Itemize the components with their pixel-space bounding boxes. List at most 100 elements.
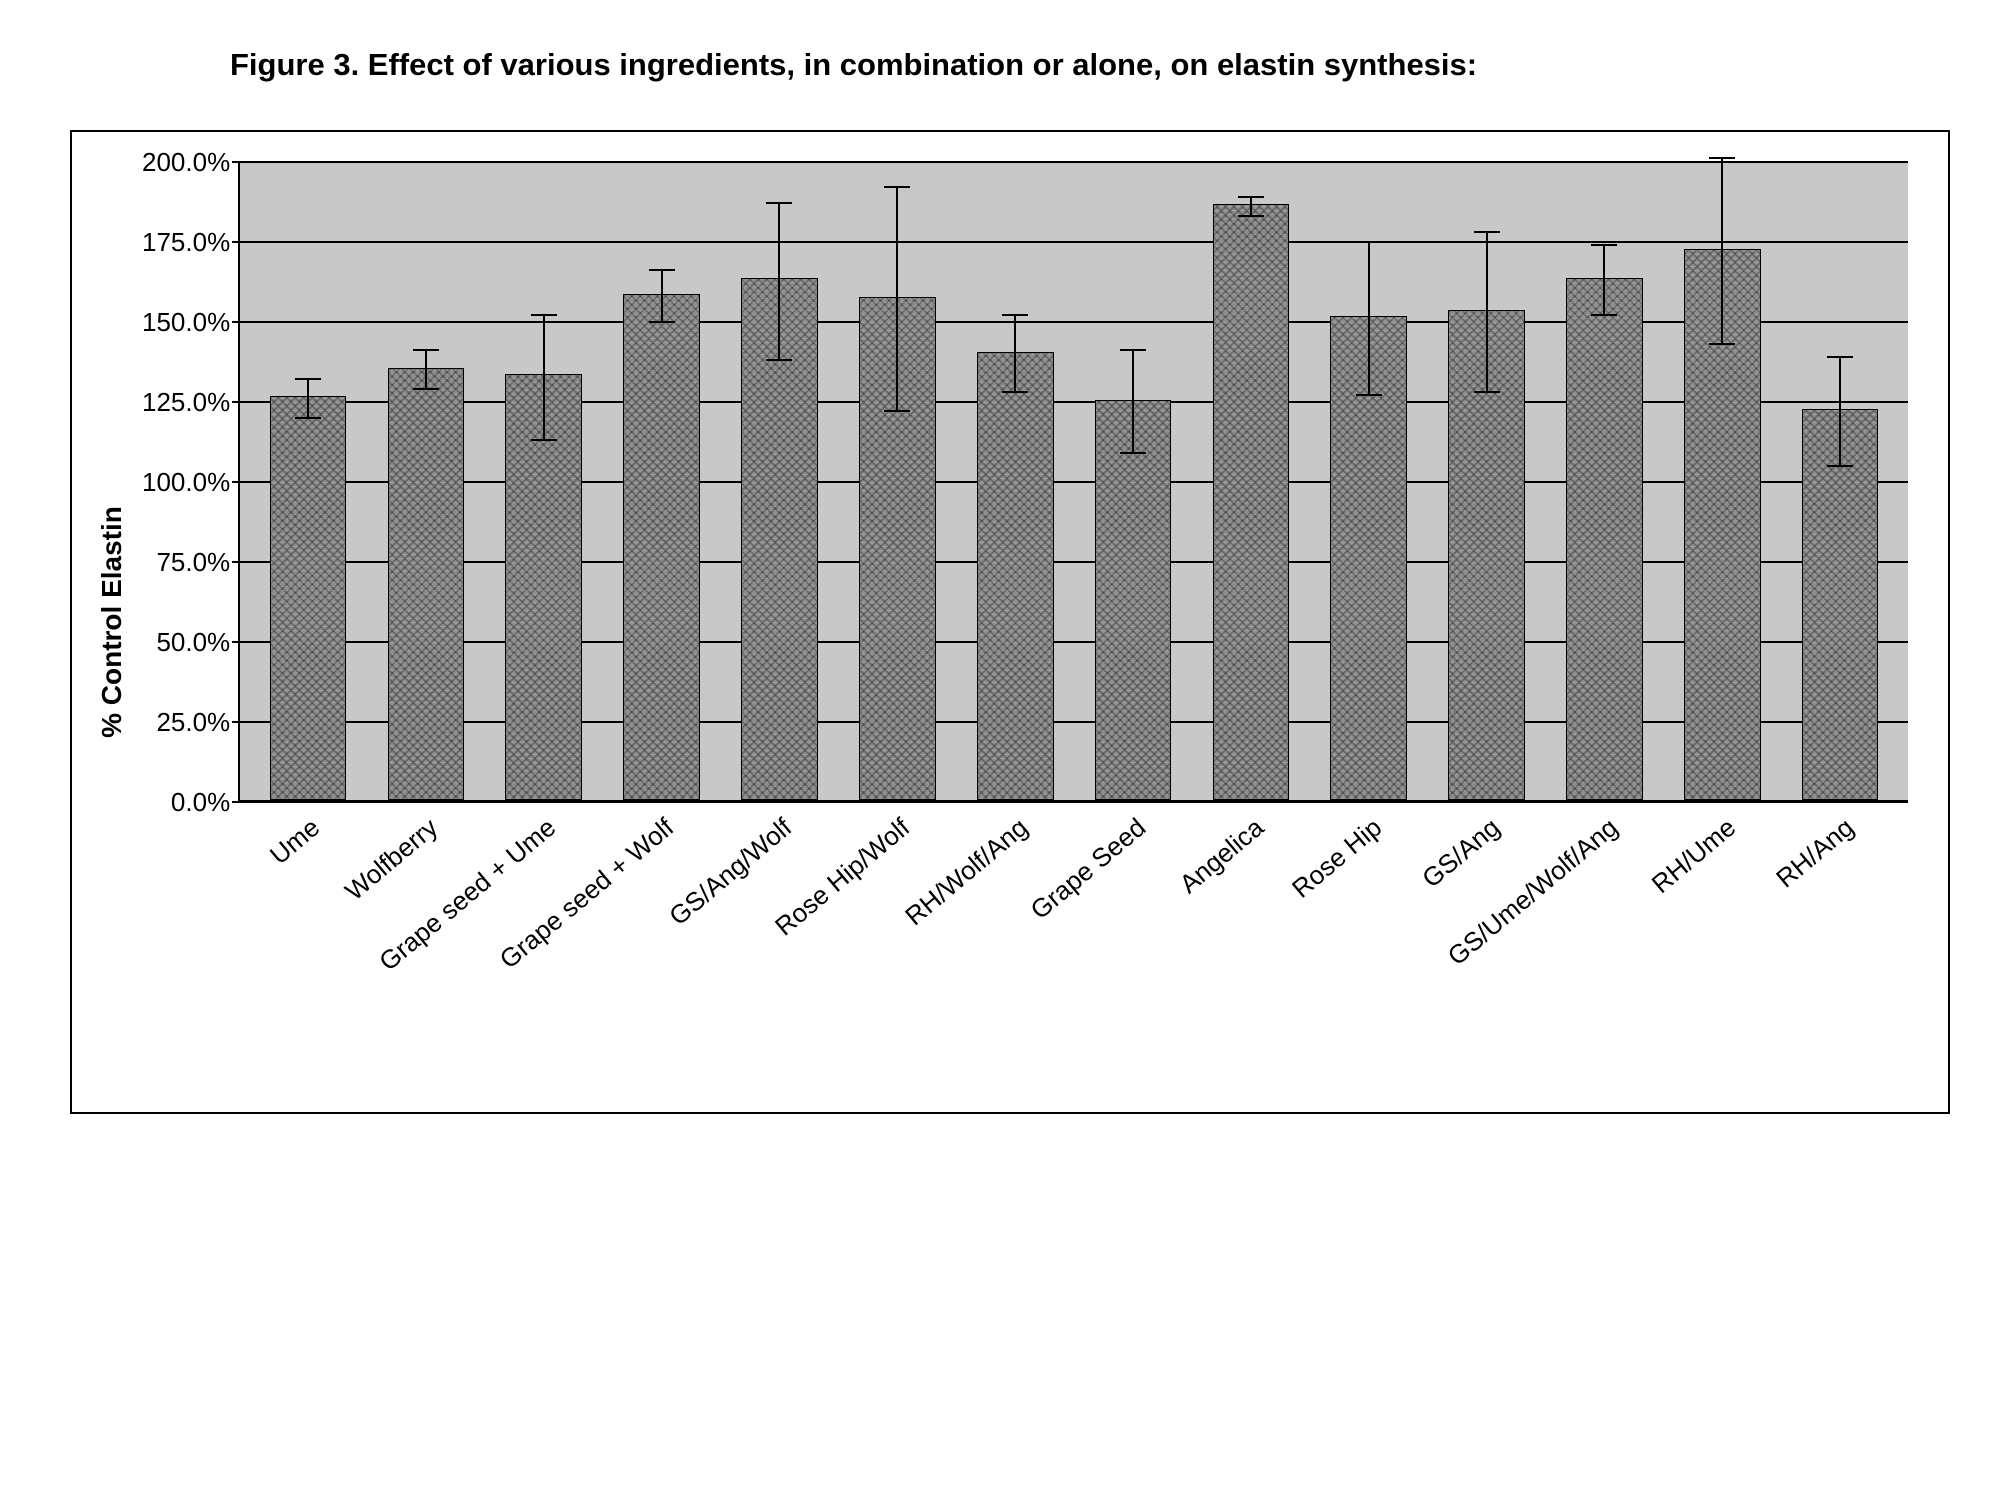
y-tick-mark [232, 641, 240, 643]
error-cap-top [1238, 196, 1264, 198]
figure-title: Figure 3. Effect of various ingredients,… [230, 40, 1630, 90]
bar-slot [1792, 162, 1888, 800]
y-tick-mark [232, 481, 240, 483]
error-cap-bottom [413, 388, 439, 390]
bars-group [240, 162, 1908, 800]
error-cap-bottom [884, 410, 910, 412]
bar [623, 294, 700, 800]
x-tick-label: Angelica [1174, 812, 1270, 900]
error-bar [661, 270, 663, 321]
error-cap-bottom [1709, 343, 1735, 345]
bar [1213, 204, 1290, 799]
error-bar [896, 187, 898, 411]
bar [977, 352, 1054, 800]
error-bar [1250, 197, 1252, 216]
y-tick-mark [232, 241, 240, 243]
error-bar [307, 379, 309, 417]
error-bar [543, 315, 545, 440]
error-bar [1368, 242, 1370, 396]
bar-slot [1439, 162, 1535, 800]
error-cap-top [1474, 231, 1500, 233]
error-cap-bottom [1356, 394, 1382, 396]
x-label-slot: Grape Seed [1084, 802, 1180, 1082]
y-tick-mark [232, 721, 240, 723]
x-label-slot: Grape seed + Wolf [612, 802, 708, 1082]
error-bar [1839, 357, 1841, 466]
bar [1095, 400, 1172, 800]
x-label-slot: Rose Hip/Wolf [848, 802, 944, 1082]
bar-slot [378, 162, 474, 800]
y-tick-mark [232, 321, 240, 323]
error-bar [1014, 315, 1016, 392]
x-tick-label: GS/Ang [1416, 812, 1506, 894]
bar-slot [849, 162, 945, 800]
error-cap-bottom [1591, 314, 1617, 316]
x-axis-labels: UmeWolfberryGrape seed + UmeGrape seed +… [238, 802, 1908, 1082]
error-cap-top [1356, 241, 1382, 243]
bar-slot [732, 162, 828, 800]
error-cap-bottom [531, 439, 557, 441]
bar-slot [496, 162, 592, 800]
x-tick-label: Wolfberry [339, 812, 444, 907]
error-cap-top [884, 186, 910, 188]
error-cap-top [766, 202, 792, 204]
bar-slot [1085, 162, 1181, 800]
y-axis-label-wrap: % Control Elastin [82, 162, 142, 1082]
y-tick-mark [232, 561, 240, 563]
bar-slot [614, 162, 710, 800]
bar-slot [1674, 162, 1770, 800]
chart-container: % Control Elastin 200.0%175.0%150.0%125.… [70, 130, 1950, 1114]
error-cap-top [1827, 356, 1853, 358]
error-cap-top [649, 269, 675, 271]
error-bar [425, 350, 427, 388]
y-tick-mark [232, 161, 240, 163]
error-cap-top [413, 349, 439, 351]
error-cap-bottom [1238, 215, 1264, 217]
error-cap-top [1002, 314, 1028, 316]
bar [388, 368, 465, 800]
error-bar [778, 203, 780, 360]
bar-slot [967, 162, 1063, 800]
x-tick-label: Ume [264, 812, 326, 871]
x-label-slot: RH/Ume [1674, 802, 1770, 1082]
error-bar [1603, 245, 1605, 315]
x-label-slot: Rose Hip [1320, 802, 1416, 1082]
error-cap-top [295, 378, 321, 380]
bar-slot [260, 162, 356, 800]
error-cap-bottom [649, 321, 675, 323]
error-cap-top [1120, 349, 1146, 351]
error-cap-bottom [1120, 452, 1146, 454]
x-tick-label: RH/Ume [1646, 812, 1742, 900]
x-tick-label: Rose Hip [1286, 812, 1388, 904]
plot-area [238, 162, 1908, 802]
x-label-slot: Ume [258, 802, 354, 1082]
y-axis-ticks: 200.0%175.0%150.0%125.0%100.0%75.0%50.0%… [142, 162, 238, 802]
error-cap-bottom [295, 417, 321, 419]
x-label-slot: GS/Ume/Wolf/Ang [1556, 802, 1652, 1082]
error-cap-bottom [1474, 391, 1500, 393]
gridline [240, 801, 1908, 803]
error-cap-bottom [1002, 391, 1028, 393]
bar-slot [1203, 162, 1299, 800]
y-tick-mark [232, 801, 240, 803]
y-axis-label: % Control Elastin [96, 506, 128, 738]
x-label-slot: Angelica [1202, 802, 1298, 1082]
error-bar [1132, 350, 1134, 452]
bar [270, 396, 347, 799]
error-cap-top [1591, 244, 1617, 246]
x-label-slot: RH/Ang [1792, 802, 1888, 1082]
bar [1566, 278, 1643, 800]
error-bar [1486, 232, 1488, 392]
bar-slot [1321, 162, 1417, 800]
error-cap-top [1709, 157, 1735, 159]
error-cap-bottom [1827, 465, 1853, 467]
x-tick-label: RH/Ang [1770, 812, 1860, 894]
error-cap-top [531, 314, 557, 316]
x-label-slot: GS/Ang/Wolf [730, 802, 826, 1082]
bar-slot [1556, 162, 1652, 800]
error-bar [1721, 158, 1723, 344]
error-cap-bottom [766, 359, 792, 361]
x-label-slot: RH/Wolf/Ang [966, 802, 1062, 1082]
y-tick-mark [232, 401, 240, 403]
bar [1802, 409, 1879, 799]
